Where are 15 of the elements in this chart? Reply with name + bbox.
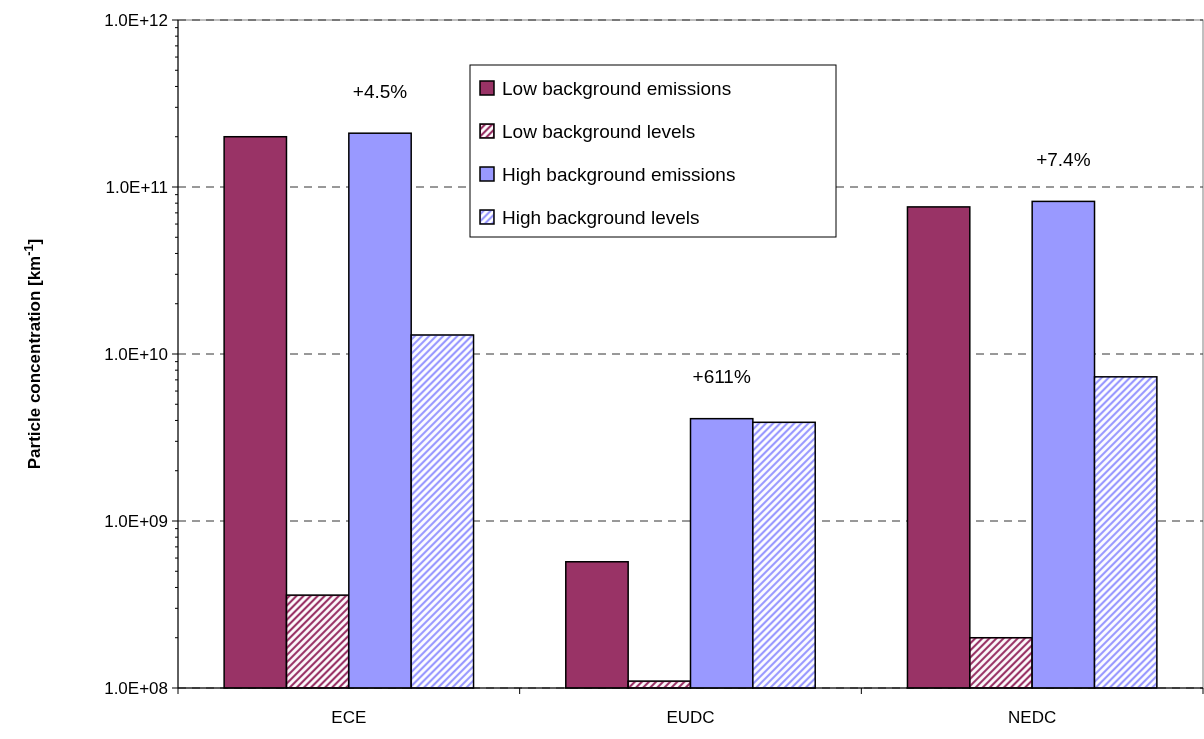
annotation: +7.4%: [1036, 149, 1091, 171]
annotation: +4.5%: [352, 80, 408, 102]
legend-label: High background levels: [502, 206, 700, 228]
x-tick-label: EUDC: [666, 708, 715, 727]
legend-label: High background emissions: [502, 163, 736, 185]
y-tick-label: 1.0E+11: [105, 177, 168, 197]
x-tick-label: NEDC: [1008, 708, 1057, 727]
y-tick-label: 1.0E+12: [104, 10, 168, 30]
legend-label: Low background levels: [502, 120, 696, 142]
annotation: +611%: [692, 366, 751, 388]
y-tick-label: 1.0E+10: [104, 344, 168, 364]
legend-label: Low background emissions: [502, 77, 732, 99]
y-tick-label: 1.0E+09: [104, 511, 168, 531]
x-tick-label: ECE: [331, 708, 367, 727]
y-tick-label: 1.0E+08: [104, 678, 168, 698]
